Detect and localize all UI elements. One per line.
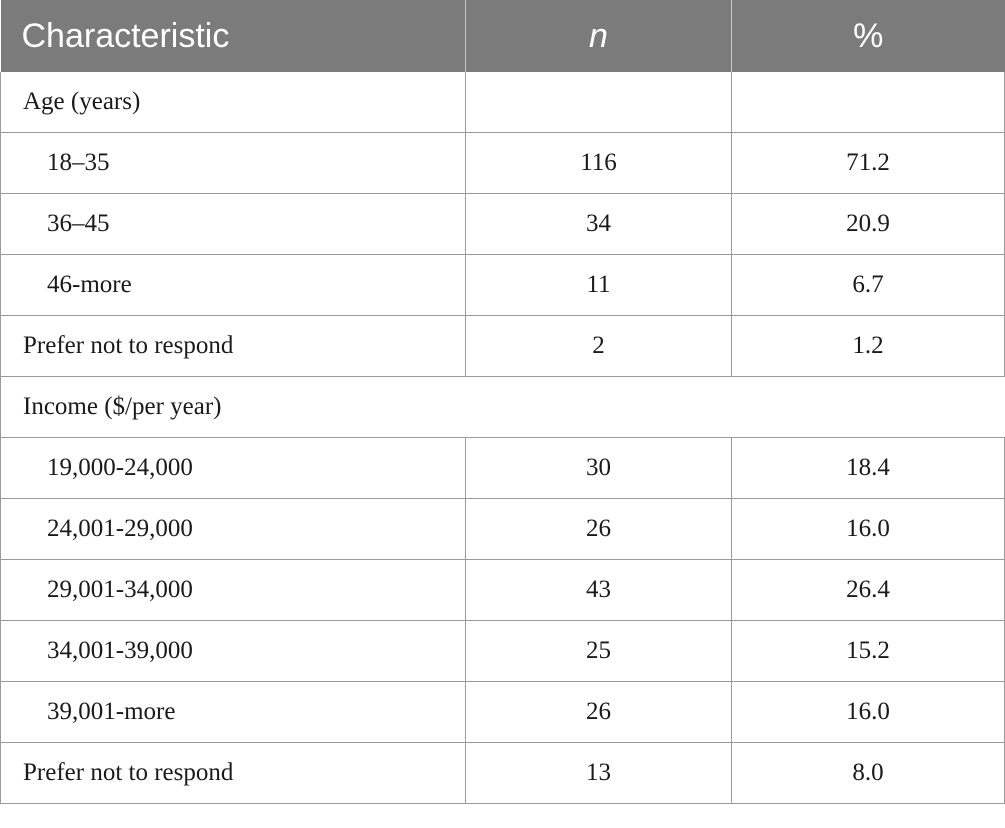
row-label: 34,001-39,000 bbox=[0, 620, 466, 682]
row-n: 11 bbox=[465, 254, 732, 316]
row-label: 19,000-24,000 bbox=[0, 437, 466, 499]
row-n: 25 bbox=[465, 620, 732, 682]
table-row: Age (years) bbox=[0, 72, 1005, 133]
table-header: Characteristic n % bbox=[0, 0, 1005, 72]
row-n: 34 bbox=[465, 193, 732, 255]
table-row: 46-more 11 6.7 bbox=[0, 254, 1005, 316]
table-row: 24,001-29,000 26 16.0 bbox=[0, 498, 1005, 560]
row-percent: 1.2 bbox=[731, 315, 1005, 377]
row-percent: 16.0 bbox=[731, 498, 1005, 560]
row-percent: 15.2 bbox=[731, 620, 1005, 682]
header-row: Characteristic n % bbox=[0, 0, 1005, 72]
row-n bbox=[465, 72, 732, 133]
table-row: Prefer not to respond 2 1.2 bbox=[0, 315, 1005, 377]
header-percent: % bbox=[731, 0, 1005, 72]
header-characteristic: Characteristic bbox=[0, 0, 466, 72]
table-row: 29,001-34,000 43 26.4 bbox=[0, 559, 1005, 621]
table-body: Age (years) 18–35 116 71.2 36–45 34 20.9… bbox=[0, 72, 1005, 804]
demographics-table: Characteristic n % Age (years) 18–35 116… bbox=[0, 0, 1005, 804]
table-row: 18–35 116 71.2 bbox=[0, 132, 1005, 194]
table-row: 39,001-more 26 16.0 bbox=[0, 681, 1005, 743]
table-row: Prefer not to respond 13 8.0 bbox=[0, 742, 1005, 804]
row-label: 24,001-29,000 bbox=[0, 498, 466, 560]
row-label: 18–35 bbox=[0, 132, 466, 194]
row-label: 36–45 bbox=[0, 193, 466, 255]
row-label: Prefer not to respond bbox=[0, 315, 466, 377]
row-label: Prefer not to respond bbox=[0, 742, 466, 804]
row-percent bbox=[731, 72, 1005, 133]
row-percent: 16.0 bbox=[731, 681, 1005, 743]
table-row: 19,000-24,000 30 18.4 bbox=[0, 437, 1005, 499]
row-label: Age (years) bbox=[0, 72, 466, 133]
table-row: 36–45 34 20.9 bbox=[0, 193, 1005, 255]
row-n: 26 bbox=[465, 498, 732, 560]
row-percent: 20.9 bbox=[731, 193, 1005, 255]
row-n: 116 bbox=[465, 132, 732, 194]
row-label: 46-more bbox=[0, 254, 466, 316]
demographics-table-container: Characteristic n % Age (years) 18–35 116… bbox=[0, 0, 1005, 804]
table-row: Income ($/per year) bbox=[0, 376, 1005, 438]
row-label: Income ($/per year) bbox=[0, 376, 1005, 438]
row-n: 30 bbox=[465, 437, 732, 499]
row-percent: 8.0 bbox=[731, 742, 1005, 804]
row-n: 2 bbox=[465, 315, 732, 377]
row-label: 39,001-more bbox=[0, 681, 466, 743]
row-n: 13 bbox=[465, 742, 732, 804]
row-n: 43 bbox=[465, 559, 732, 621]
row-percent: 26.4 bbox=[731, 559, 1005, 621]
row-percent: 6.7 bbox=[731, 254, 1005, 316]
row-percent: 18.4 bbox=[731, 437, 1005, 499]
row-label: 29,001-34,000 bbox=[0, 559, 466, 621]
row-n: 26 bbox=[465, 681, 732, 743]
header-n: n bbox=[465, 0, 732, 72]
row-percent: 71.2 bbox=[731, 132, 1005, 194]
table-row: 34,001-39,000 25 15.2 bbox=[0, 620, 1005, 682]
